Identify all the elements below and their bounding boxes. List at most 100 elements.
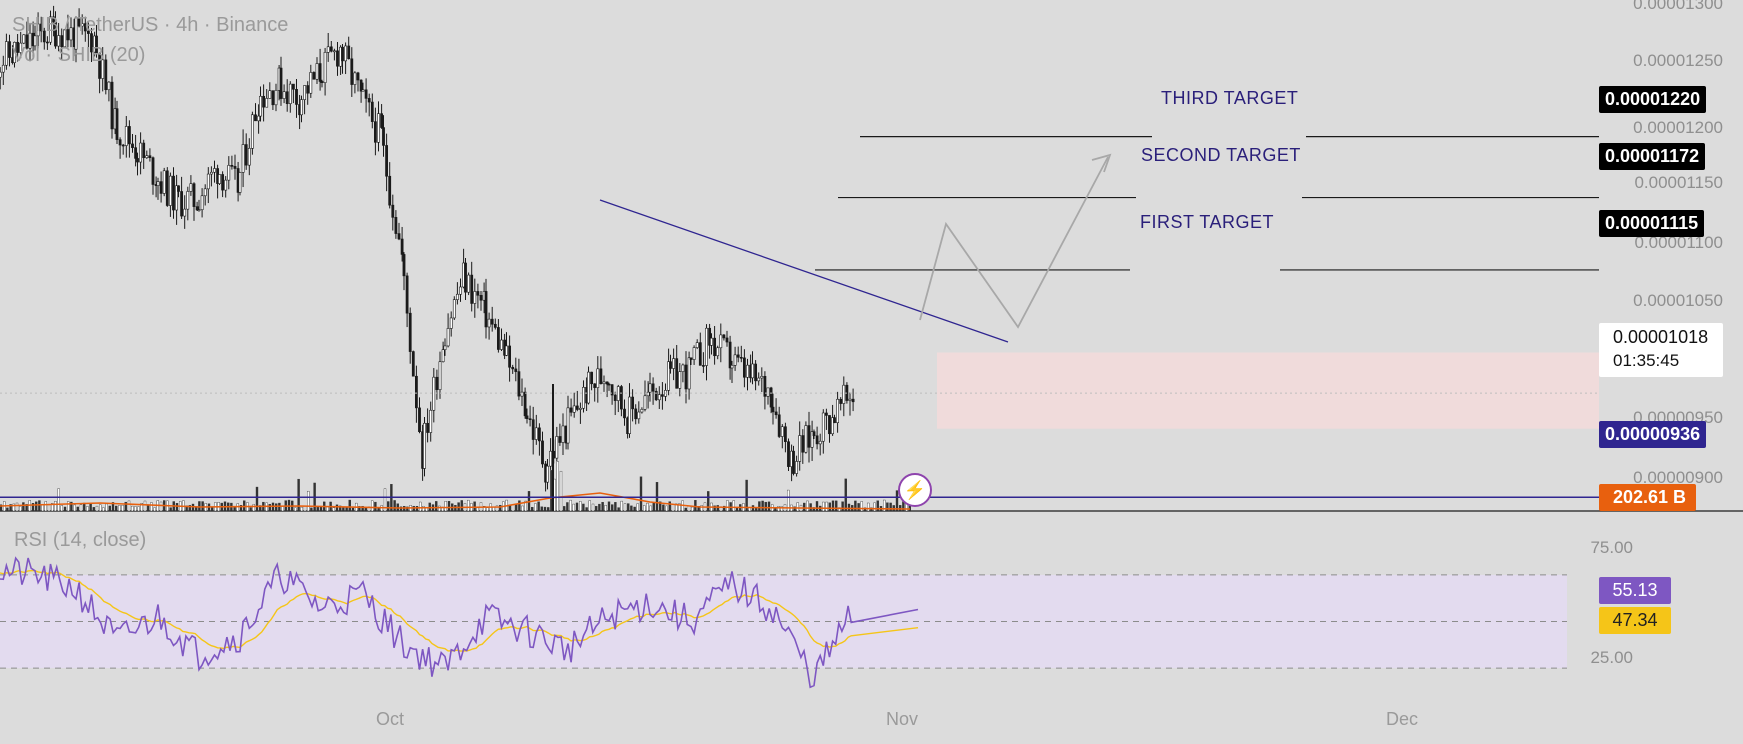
candle-body bbox=[810, 431, 814, 448]
candle-body bbox=[566, 407, 570, 444]
candle-body bbox=[414, 375, 418, 409]
candle-body bbox=[798, 435, 802, 462]
first-target-label[interactable]: FIRST TARGET bbox=[1140, 212, 1275, 232]
trendline bbox=[599, 199, 1009, 343]
volume-bar bbox=[662, 504, 665, 512]
candle-body bbox=[300, 99, 303, 116]
candle-body bbox=[259, 95, 262, 117]
candle-body bbox=[36, 23, 40, 37]
candle-body bbox=[28, 32, 32, 49]
candle-body bbox=[8, 41, 11, 58]
volume-bar bbox=[534, 503, 537, 512]
candle-body bbox=[90, 33, 93, 53]
first-target-price-badge: 0.00001115 bbox=[1599, 210, 1705, 237]
candle-body bbox=[233, 166, 237, 169]
volume-bar bbox=[499, 505, 502, 512]
candle-body bbox=[710, 337, 713, 346]
candle-body bbox=[733, 354, 737, 366]
volume-bar bbox=[25, 504, 28, 512]
third-target-label[interactable]: THIRD TARGET bbox=[1161, 88, 1299, 108]
candle-body bbox=[77, 17, 81, 27]
candle-body bbox=[842, 384, 846, 404]
candle-body bbox=[95, 35, 98, 55]
volume-bar bbox=[796, 502, 799, 512]
candle-body bbox=[156, 181, 160, 186]
volume-bar bbox=[121, 504, 124, 512]
candle-body bbox=[637, 411, 641, 420]
volume-bar bbox=[297, 478, 300, 512]
candle-body bbox=[804, 425, 808, 453]
candle-body bbox=[590, 371, 594, 385]
volume-bar bbox=[422, 506, 425, 512]
candle-body bbox=[467, 274, 471, 293]
candle-body bbox=[118, 139, 122, 146]
candle-body bbox=[5, 41, 8, 66]
candle-body bbox=[124, 126, 128, 146]
candle-body bbox=[640, 408, 644, 413]
candle-body bbox=[708, 327, 712, 346]
volume-bar bbox=[252, 504, 256, 512]
rsi-legend[interactable]: RSI (14, close) bbox=[14, 529, 147, 551]
candle-body bbox=[476, 291, 480, 296]
candle-body bbox=[148, 155, 152, 158]
candle-body bbox=[479, 295, 483, 301]
volume-bar bbox=[310, 507, 313, 512]
candle-body bbox=[131, 143, 134, 148]
candle-body bbox=[537, 427, 541, 442]
candle-body bbox=[268, 90, 272, 99]
volume-bar bbox=[889, 502, 892, 512]
volume-bar bbox=[47, 504, 51, 512]
volume-bar bbox=[351, 507, 355, 512]
candle-body bbox=[517, 371, 521, 397]
candle-body bbox=[487, 318, 491, 328]
candle-body bbox=[382, 127, 385, 146]
volume-bar bbox=[598, 503, 601, 512]
candle-body bbox=[83, 23, 87, 32]
candle-body bbox=[713, 337, 717, 357]
candle-body bbox=[648, 383, 652, 393]
volume-legend[interactable]: Vol · SHIB (20) bbox=[12, 44, 146, 66]
volume-bar bbox=[649, 505, 652, 512]
candle-body bbox=[523, 391, 527, 417]
lightning-icon[interactable]: ⚡ bbox=[898, 473, 932, 507]
volume-bar bbox=[105, 503, 108, 512]
candle-body bbox=[725, 337, 729, 343]
candle-body bbox=[57, 35, 61, 47]
candle-body bbox=[514, 368, 518, 372]
volume-bar bbox=[326, 506, 329, 512]
volume-bar bbox=[780, 506, 783, 512]
candle-body bbox=[572, 405, 576, 413]
candle-body bbox=[195, 206, 199, 211]
candle-body bbox=[402, 254, 406, 277]
candle-body bbox=[575, 405, 579, 410]
candle-body bbox=[569, 407, 573, 413]
volume-bar bbox=[153, 507, 156, 512]
candle-body bbox=[555, 436, 559, 459]
candle-body bbox=[385, 145, 389, 177]
candle-body bbox=[736, 354, 740, 358]
volume-bar bbox=[98, 504, 102, 512]
volume-bar bbox=[617, 507, 620, 512]
volume-bar bbox=[335, 504, 339, 512]
price-pane bbox=[0, 0, 1743, 511]
candle-body bbox=[824, 412, 828, 416]
candle-body bbox=[452, 299, 456, 319]
candle-body bbox=[251, 114, 254, 149]
time-axis-label: Dec bbox=[1386, 709, 1419, 729]
candle-body bbox=[315, 63, 319, 80]
second-target-label[interactable]: SECOND TARGET bbox=[1141, 145, 1301, 165]
volume-bar bbox=[707, 491, 710, 512]
candle-body bbox=[274, 90, 278, 106]
volume-bar bbox=[543, 506, 547, 512]
volume-bar bbox=[383, 488, 387, 512]
volume-bar bbox=[38, 500, 41, 512]
symbol-legend[interactable]: SHIB / TetherUS · 4h · Binance bbox=[12, 14, 289, 36]
candle-body bbox=[318, 63, 322, 82]
candle-body bbox=[197, 209, 201, 212]
volume-bar bbox=[63, 506, 67, 512]
candle-body bbox=[739, 357, 743, 359]
candle-body bbox=[218, 174, 221, 184]
volume-bar bbox=[92, 507, 96, 512]
